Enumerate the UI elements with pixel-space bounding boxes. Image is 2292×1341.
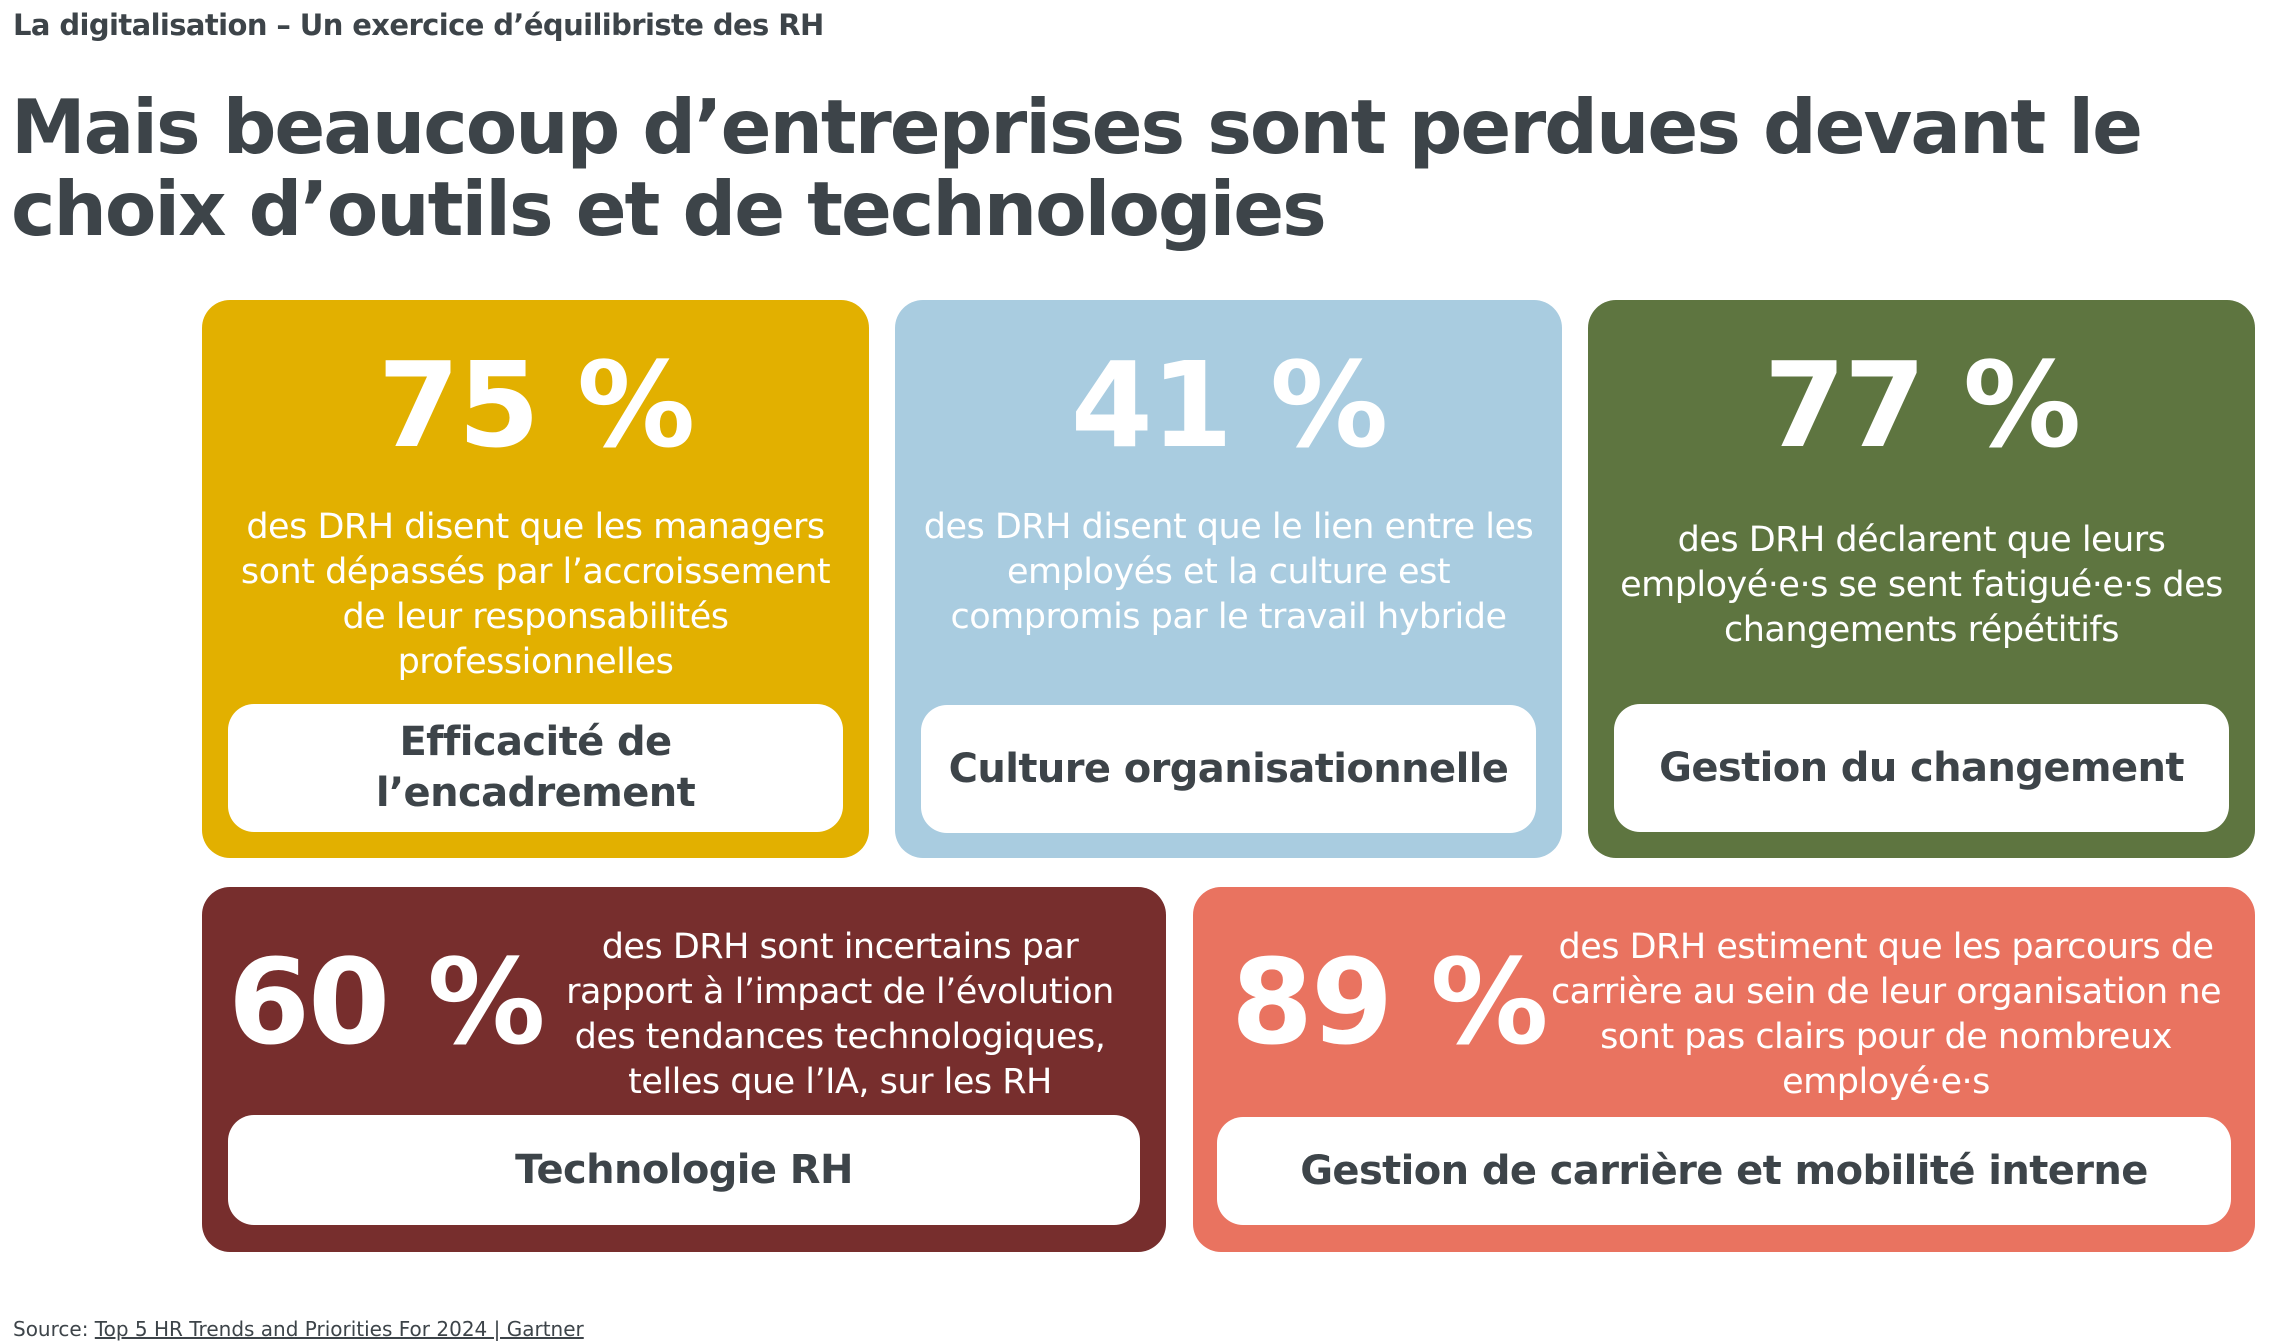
card-gestion-changement: 77 % des DRH déclarent que leurs employé… — [1588, 300, 2255, 858]
stat-description: des DRH estiment que les parcours de car… — [1550, 927, 2222, 1102]
card-culture-organisationnelle: 41 % des DRH disent que le lien entre le… — [895, 300, 1562, 858]
source-note: Source: Top 5 HR Trends and Priorities F… — [13, 1317, 584, 1341]
kicker: La digitalisation – Un exercice d’équili… — [13, 8, 824, 42]
category-label: Technologie RH — [228, 1115, 1140, 1225]
card-efficacite-encadrement: 75 % des DRH disent que les managers son… — [202, 300, 869, 858]
card-technologie-rh: 60 % des DRH sont incertains par rapport… — [202, 887, 1166, 1252]
stat-description: des DRH sont incertains par rapport à l’… — [566, 927, 1114, 1102]
stat-description: des DRH disent que les managers sont dép… — [240, 507, 831, 682]
card-gestion-carriere: 89 % des DRH estiment que les parcours d… — [1193, 887, 2255, 1252]
stat-value: 41 % — [1070, 336, 1389, 474]
stat-description: des DRH disent que le lien entre les emp… — [923, 507, 1534, 637]
category-label: Gestion de carrière et mobilité interne — [1217, 1117, 2231, 1225]
stat-value: 77 % — [1763, 336, 2082, 474]
source-link[interactable]: Top 5 HR Trends and Priorities For 2024 … — [94, 1317, 584, 1341]
stat-value: 75 % — [377, 336, 696, 474]
category-label: Gestion du changement — [1614, 704, 2229, 832]
page-title: Mais beaucoup d’entreprises sont perdues… — [11, 83, 2143, 253]
category-label: Efficacité de l’encadrement — [228, 704, 843, 832]
source-prefix: Source: — [13, 1317, 95, 1341]
stat-value: 89 % — [1231, 933, 1549, 1071]
stat-description: des DRH déclarent que leurs employé·e·s … — [1620, 520, 2223, 650]
stat-value: 60 % — [228, 933, 546, 1071]
category-label: Culture organisationnelle — [921, 705, 1536, 833]
